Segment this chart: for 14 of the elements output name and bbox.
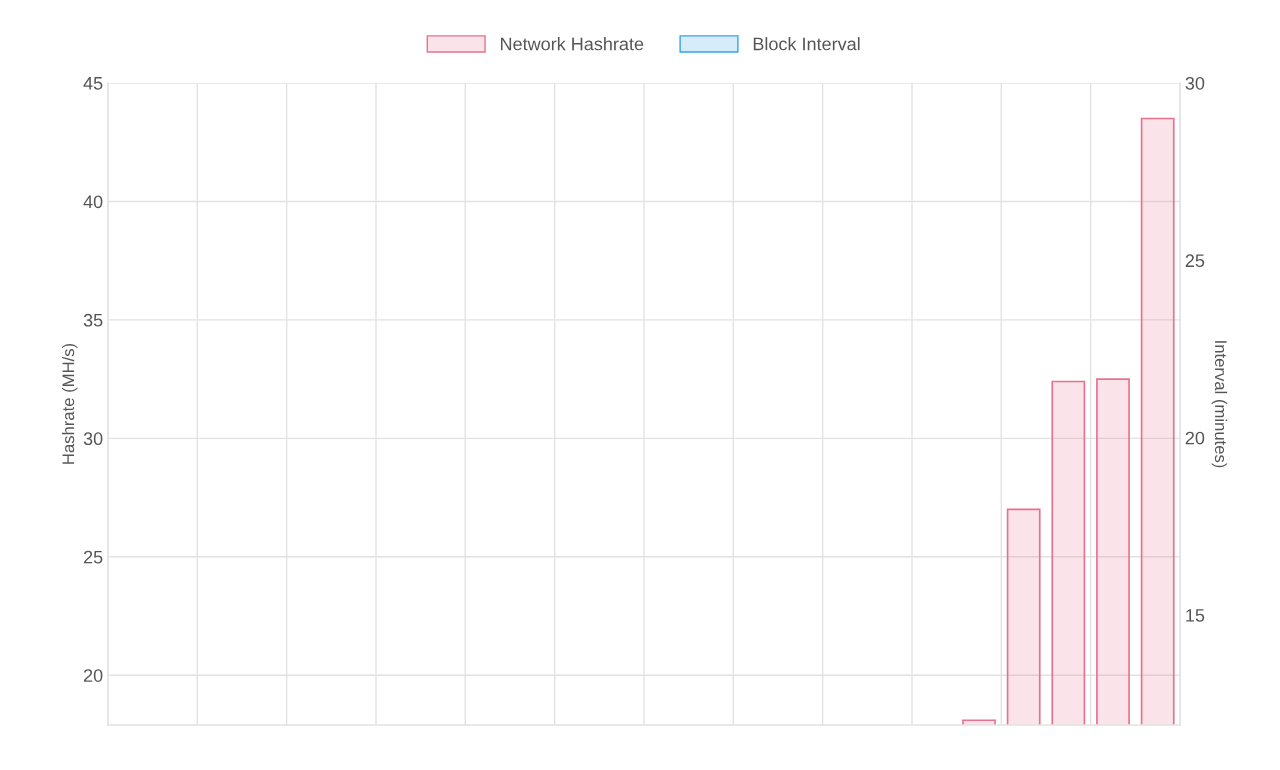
y-tick-label: 25 — [83, 550, 103, 564]
y-axis-title: Hashrate (MH/s) — [61, 343, 78, 464]
y-tick-label: 45 — [83, 77, 103, 90]
y-tick-label: 35 — [83, 313, 103, 327]
y2-tick-label: 25 — [1185, 254, 1205, 268]
y2-tick-label: 20 — [1185, 431, 1205, 445]
legend-label: Block Interval — [753, 37, 860, 51]
legend-label: Network Hashrate — [500, 37, 644, 51]
y2-axis-title: Interval (minutes) — [1211, 341, 1228, 468]
y2-tick-label: 30 — [1185, 76, 1205, 90]
y-tick-label: 20 — [83, 669, 103, 682]
y2-tick-label: 15 — [1186, 609, 1205, 622]
y-tick-label: 30 — [83, 432, 103, 446]
y-tick-label: 40 — [83, 195, 103, 209]
